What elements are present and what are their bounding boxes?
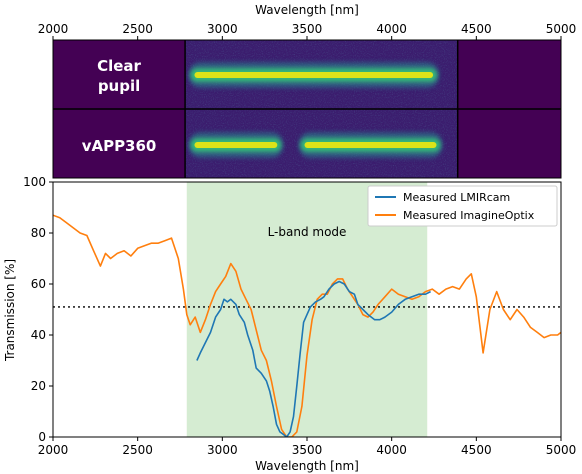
legend: Measured LMIRcam Measured ImagineOptix — [367, 185, 558, 227]
trace-peak — [304, 142, 437, 148]
x-axis-label: Wavelength [nm] — [255, 459, 359, 473]
trace-peak — [194, 142, 278, 148]
top-tick-label: 5000 — [546, 22, 577, 36]
top-tick-label: 3000 — [207, 22, 238, 36]
x-tick-label: 5000 — [546, 443, 577, 457]
panel-label: vAPP360 — [82, 137, 157, 155]
panel-labels: Clear pupil vAPP360 — [82, 57, 157, 155]
detector-image: Clear pupil vAPP360 2000 2500 3000 3500 4000 45… — [38, 3, 577, 179]
top-tick-label: 4000 — [376, 22, 407, 36]
y-tick-label: 80 — [31, 226, 46, 240]
top-tick-label: 4500 — [461, 22, 492, 36]
panel-label: Clear — [97, 57, 141, 75]
legend-label-imagineoptix: Measured ImagineOptix — [403, 209, 535, 222]
x-tick-label: 2500 — [122, 443, 153, 457]
y-tick-label: 20 — [31, 379, 46, 393]
y-tick-label: 100 — [23, 175, 46, 189]
x-tick-label: 3500 — [292, 443, 323, 457]
top-tick-label: 3500 — [292, 22, 323, 36]
top-tick-label: 2000 — [38, 22, 69, 36]
x-tick-label: 2000 — [38, 443, 69, 457]
legend-box — [367, 185, 558, 227]
series-lmircam-line — [196, 280, 431, 437]
series-imagineoptix-line — [53, 214, 561, 437]
x-tick-label: 4500 — [461, 443, 492, 457]
trace-peak — [194, 72, 434, 78]
y-tick-label: 60 — [31, 277, 46, 291]
transmission-plot: L-band mode 2000 2500 3000 3500 4000 4500 5000… — [3, 175, 576, 473]
legend-label-lmircam: Measured LMIRcam — [403, 191, 510, 204]
y-tick-label: 0 — [38, 430, 46, 444]
spectral-traces — [188, 62, 443, 158]
x-tick-label: 4000 — [376, 443, 407, 457]
x-axis-ticks: 2000 2500 3000 3500 4000 4500 5000 — [38, 437, 577, 457]
x-tick-label: 3000 — [207, 443, 238, 457]
l-band-label: L-band mode — [268, 225, 347, 239]
y-axis-label: Transmission [%] — [3, 259, 17, 362]
top-axis-label: Wavelength [nm] — [255, 3, 359, 17]
top-axis-ticks: 2000 2500 3000 3500 4000 4500 5000 — [38, 22, 577, 40]
y-axis-ticks: 0 20 40 60 80 100 — [23, 175, 53, 444]
y-tick-label: 40 — [31, 328, 46, 342]
panel-label: pupil — [98, 77, 140, 95]
top-tick-label: 2500 — [122, 22, 153, 36]
